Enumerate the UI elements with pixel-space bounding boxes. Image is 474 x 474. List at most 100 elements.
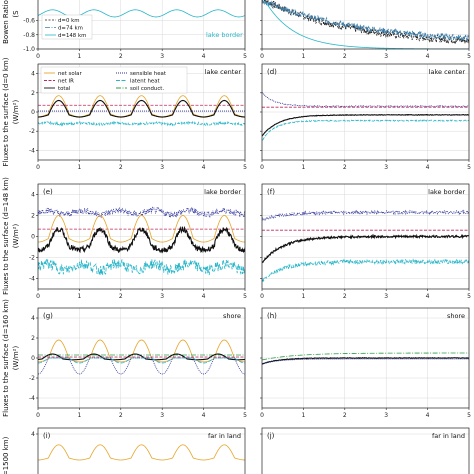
y-tick-label: -4 — [29, 395, 35, 402]
axes-frame — [37, 427, 246, 474]
x-tick-label: 3 — [384, 53, 388, 60]
x-tick-label: 3 — [160, 293, 164, 300]
x-tick-label: 5 — [467, 53, 471, 60]
series-line-sensible-heat — [38, 206, 245, 219]
x-tick-label: 1 — [301, 412, 305, 419]
x-tick-label: 1 — [77, 412, 81, 419]
y-tick-label: -1.0 — [23, 46, 35, 53]
panel-e: -4 -2 0 2 4 0 1 2 3 4 5 (e) lake border — [29, 183, 247, 300]
panel-g: -4 -2 0 2 4 0 1 2 3 4 5 (g) shore — [29, 307, 247, 419]
panel-label: (h) — [267, 312, 277, 320]
series-line-net-solar — [38, 444, 245, 461]
y-tick-label: 0 — [31, 234, 35, 241]
panel-annotation: far in land — [432, 432, 465, 440]
x-tick-label: 3 — [384, 293, 388, 300]
panel-a: -1.0 -0.8 -0.6 0 1 2 3 4 5 lake border d=0 km d=74 … — [23, 0, 247, 60]
panel-annotation: lake border — [206, 31, 243, 39]
panel-annotation: far in land — [208, 432, 241, 440]
x-tick-label: 5 — [243, 412, 247, 419]
y-tick-label: -2 — [29, 128, 35, 135]
panel-label: (j) — [267, 432, 275, 440]
series-line-total — [38, 353, 245, 361]
panel-h: 0 1 2 3 4 5 (h) shore — [260, 307, 471, 419]
series-line-total — [262, 357, 469, 365]
series-line-total — [38, 225, 245, 254]
unit-label: (W/m²) — [12, 346, 20, 371]
panel-f: 0 1 2 3 4 5 (f) lake border — [260, 183, 471, 300]
y-tick-label: -4 — [29, 276, 35, 283]
panel-label: (f) — [267, 188, 275, 196]
x-tick-label: 3 — [160, 412, 164, 419]
y-tick-label: 2 — [31, 90, 35, 97]
panel-b: 0 1 2 3 4 5 — [260, 0, 471, 60]
y-tick-label: 0 — [31, 355, 35, 362]
unit-label: (W/m²) — [12, 224, 20, 249]
x-tick-label: 1 — [77, 293, 81, 300]
row-label: Fluxes to the surface (d=148 km) — [2, 177, 10, 295]
legend-label: latent heat — [130, 79, 160, 85]
x-tick-label: 5 — [467, 293, 471, 300]
row-labels: Bowen Ratio Fluxes to the surface (d=0 km… — [2, 0, 20, 474]
series-line-sensible-heat — [262, 92, 469, 108]
x-tick-label: 2 — [343, 412, 347, 419]
panel-annotation: shore — [447, 312, 465, 320]
series-line-net-solar — [38, 215, 245, 243]
unit-label-top: (S — [12, 10, 20, 18]
row-label: (d=1500 km) — [2, 436, 10, 474]
panel-annotation: shore — [223, 312, 241, 320]
x-tick-label: 2 — [343, 164, 347, 171]
series-line-latent-heat — [38, 259, 245, 276]
series-line-latent-heat — [38, 120, 245, 127]
x-tick-label: 2 — [119, 53, 123, 60]
x-tick-label: 3 — [384, 412, 388, 419]
x-tick-label: 4 — [202, 53, 206, 60]
panel-i: 4 (i) far in land — [31, 427, 246, 474]
x-tick-label: 1 — [77, 164, 81, 171]
x-tick-label: 4 — [426, 53, 430, 60]
series-line-total — [262, 233, 469, 264]
series-line-latent-heat — [38, 357, 245, 364]
x-tick-label: 3 — [384, 164, 388, 171]
x-tick-label: 2 — [343, 53, 347, 60]
x-tick-label: 3 — [160, 53, 164, 60]
axes-frame — [261, 0, 470, 50]
legend-label: net IR — [58, 79, 74, 85]
series-line-d-0-km — [262, 0, 469, 45]
x-tick-label: 4 — [202, 164, 206, 171]
x-tick-label: 5 — [243, 293, 247, 300]
legend-label: d=0 km — [58, 18, 79, 24]
x-tick-label: 0 — [260, 293, 264, 300]
series-line-sensible-heat — [262, 209, 469, 221]
x-tick-label: 5 — [467, 164, 471, 171]
x-tick-label: 1 — [77, 53, 81, 60]
row-label: Fluxes to the surface (d=0 km) — [2, 57, 10, 166]
y-tick-label: 4 — [31, 431, 35, 438]
x-tick-label: 1 — [301, 53, 305, 60]
x-tick-label: 4 — [426, 412, 430, 419]
panel-label: (d) — [267, 68, 277, 76]
x-tick-label: 4 — [202, 412, 206, 419]
panel-annotation: lake border — [204, 188, 241, 196]
x-tick-label: 5 — [243, 164, 247, 171]
x-tick-label: 0 — [36, 293, 40, 300]
series-line-net-solar — [38, 95, 245, 118]
y-tick-label: -0.6 — [23, 18, 35, 25]
series-line-d-74-km — [262, 0, 469, 41]
x-tick-label: 0 — [36, 412, 40, 419]
legend: d=0 km d=74 kmd=148 km — [41, 14, 93, 40]
x-tick-label: 1 — [301, 164, 305, 171]
panel-j: (j) far in land — [260, 427, 470, 474]
x-tick-label: 4 — [426, 164, 430, 171]
panel-d: 0 1 2 3 4 5 (d) lake center — [260, 63, 471, 171]
x-tick-label: 3 — [160, 164, 164, 171]
x-tick-label: 0 — [36, 164, 40, 171]
y-tick-label: -0.8 — [23, 32, 35, 39]
x-tick-label: 2 — [119, 293, 123, 300]
axes-frame — [261, 427, 470, 474]
panel-label: (i) — [43, 432, 51, 440]
x-tick-label: 0 — [260, 412, 264, 419]
legend-label: net solar — [58, 71, 82, 77]
series-line-total — [38, 99, 245, 118]
legend-label: soil conduct. — [130, 86, 164, 92]
